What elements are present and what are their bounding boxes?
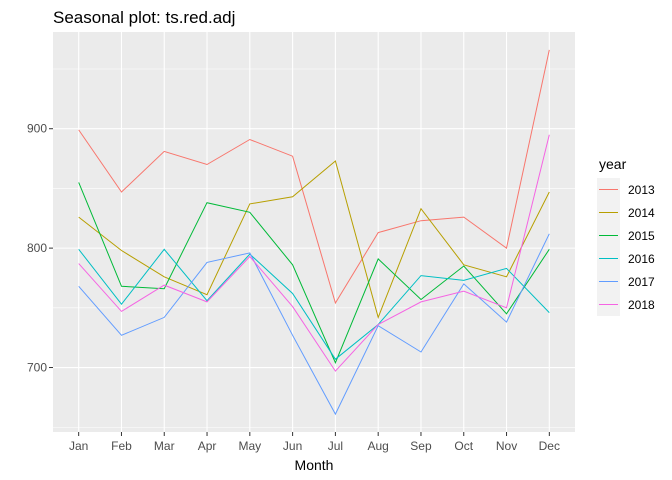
x-tick-label: May — [238, 439, 261, 453]
grid-lines — [53, 32, 575, 432]
x-tick-label: Nov — [496, 439, 517, 453]
x-tick-label: Feb — [111, 439, 132, 453]
plot-panel — [53, 32, 575, 432]
x-tick-label: Oct — [454, 439, 473, 453]
legend: year 2013 2014 2015 2016 2017 2018 — [597, 156, 655, 316]
y-axis: 700 800 900 — [27, 122, 53, 375]
legend-label-2017: 2017 — [628, 275, 655, 289]
x-tick-label: Apr — [198, 439, 217, 453]
series-line-2013 — [78, 49, 550, 305]
chart-title: Seasonal plot: ts.red.adj — [53, 8, 235, 27]
x-tick-label: Dec — [539, 439, 560, 453]
x-axis-title: Month — [295, 457, 334, 473]
series-lines — [78, 49, 550, 416]
y-tick-label: 900 — [27, 122, 47, 136]
series-line-2015 — [78, 182, 550, 364]
x-tick-label: Mar — [154, 439, 175, 453]
x-tick-label: Jul — [328, 439, 343, 453]
series-line-2016 — [78, 248, 550, 360]
series-line-2018 — [78, 134, 550, 372]
legend-label-2014: 2014 — [628, 206, 655, 220]
x-tick-label: Jan — [69, 439, 88, 453]
legend-label-2013: 2013 — [628, 183, 655, 197]
y-tick-label: 700 — [27, 361, 47, 375]
x-tick-label: Aug — [368, 439, 389, 453]
legend-label-2018: 2018 — [628, 298, 655, 312]
y-tick-label: 800 — [27, 241, 47, 255]
x-tick-label: Jun — [283, 439, 302, 453]
legend-title: year — [599, 156, 627, 172]
x-tick-label: Sep — [410, 439, 432, 453]
series-line-2017 — [78, 233, 550, 416]
legend-label-2015: 2015 — [628, 229, 655, 243]
x-axis: Jan Feb Mar Apr May Jun Jul Aug Sep Oct Nov Dec — [69, 432, 560, 453]
series-line-2014 — [78, 160, 550, 319]
legend-label-2016: 2016 — [628, 252, 655, 266]
